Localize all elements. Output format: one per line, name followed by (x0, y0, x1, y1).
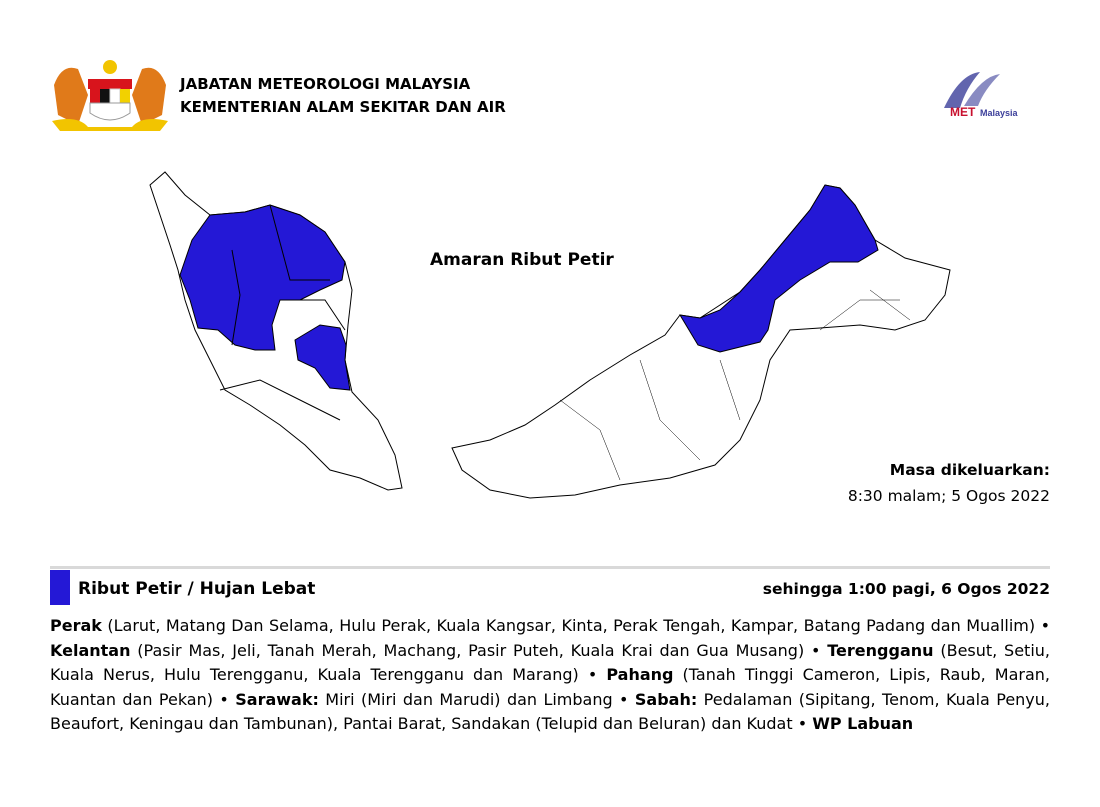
issued-label: Masa dikeluarkan: (889, 461, 1050, 479)
state-name: Pahang (606, 665, 674, 684)
state-name: Terengganu (827, 640, 934, 660)
malaysia-coat-of-arms-logo (52, 60, 168, 131)
warning-title: Ribut Petir / Hujan Lebat (78, 579, 316, 599)
warning-map (149, 171, 951, 499)
met-malaysia-logo: MET Malaysia (944, 72, 1019, 119)
section-divider (50, 566, 1050, 569)
warning-areas-text: Perak (Larut, Matang Dan Selama, Hulu Pe… (50, 614, 1050, 737)
issued-time-block: Masa dikeluarkan: 8:30 malam; 5 Ogos 202… (848, 457, 1050, 509)
state-name: Perak (50, 616, 102, 635)
district-list: (Pasir Mas, Jeli, Tanah Merah, Machang, … (130, 640, 828, 660)
warning-valid-until: sehingga 1:00 pagi, 6 Ogos 2022 (762, 580, 1050, 598)
peninsular-malaysia (149, 171, 403, 491)
district-list: (Besut, Setiu, Kuala Nerus, Hulu Terengg… (50, 640, 1051, 685)
warning-color-marker (50, 570, 70, 605)
department-name: JABATAN METEOROLOGI MALAYSIA (180, 75, 471, 93)
warning-area-sarawak-sabah (679, 184, 879, 353)
district-list: Miri (Miri dan Marudi) dan Limbang • (318, 689, 635, 709)
organization-name: JABATAN METEOROLOGI MALAYSIA KEMENTERIAN… (180, 73, 506, 119)
svg-text:MET: MET (950, 105, 976, 119)
district-list: (Tanah Tinggi Cameron, Lipis, Raub, Mara… (50, 665, 1051, 709)
state-name: Kelantan (50, 640, 131, 660)
state-name: Sarawak: (235, 689, 319, 709)
state-name: Sabah: (634, 689, 698, 709)
district-borders (559, 289, 911, 481)
map-title: Amaran Ribut Petir (430, 250, 614, 270)
svg-text:Malaysia: Malaysia (980, 108, 1019, 118)
warning-area-pahang-east (294, 324, 351, 391)
state-name: WP Labuan (812, 714, 914, 733)
district-list: Pedalaman (Sipitang, Tenom, Kuala Penyu,… (50, 689, 1050, 734)
district-list: (Larut, Matang Dan Selama, Hulu Perak, K… (101, 616, 1050, 635)
issued-time: 8:30 malam; 5 Ogos 2022 (847, 487, 1050, 505)
ministry-name: KEMENTERIAN ALAM SEKITAR DAN AIR (180, 98, 506, 116)
east-malaysia (451, 184, 951, 499)
state-border (219, 204, 346, 421)
